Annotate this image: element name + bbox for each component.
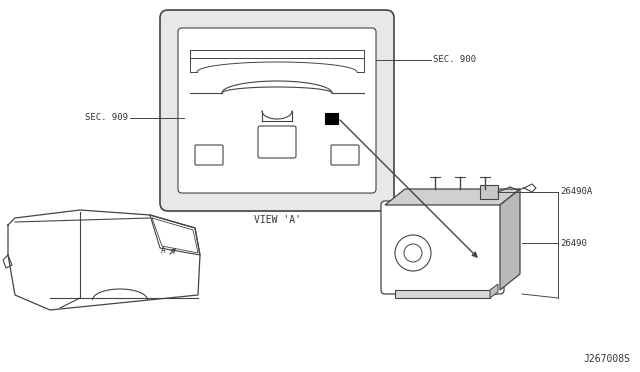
Circle shape [395,235,431,271]
Text: 26490A: 26490A [560,187,592,196]
Polygon shape [490,284,498,298]
FancyBboxPatch shape [160,10,394,211]
FancyBboxPatch shape [381,201,504,294]
Text: SEC. 900: SEC. 900 [433,55,476,64]
Text: A: A [161,246,165,255]
Bar [395,290,490,298]
Bar [325,113,338,124]
Polygon shape [385,189,520,205]
Text: J267008S: J267008S [583,354,630,364]
Bar [480,185,498,199]
Circle shape [404,244,422,262]
Text: SEC. 909: SEC. 909 [85,113,128,122]
Text: VIEW 'A': VIEW 'A' [253,215,301,225]
Text: 26490: 26490 [560,238,587,247]
FancyBboxPatch shape [178,28,376,193]
Polygon shape [500,189,520,290]
